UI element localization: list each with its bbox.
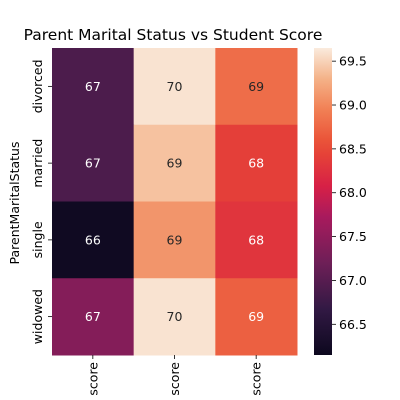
colorbar-tick-label: 69.5 [339,54,367,69]
column-tick-label: score [249,362,264,396]
column-tick-label: score [85,362,100,396]
cell-value-label: 70 [167,79,183,94]
cell-value-label: 69 [167,156,183,171]
cell-value-label: 66 [85,232,101,247]
heatmap-cell [133,48,216,126]
colorbar-tick-label: 68.0 [339,185,367,200]
column-tick-label: score [167,362,182,396]
heatmap-cell [52,124,135,202]
row-tick-label: divorced [30,59,45,113]
chart-title: Parent Marital Status vs Student Score [24,26,323,44]
row-tick-label: widowed [30,289,45,344]
cell-value-label: 67 [85,309,101,324]
cell-value-label: 67 [85,156,101,171]
heatmap-cell [215,278,298,356]
heatmap-cell [52,48,135,126]
row-tick-label: married [30,139,45,188]
heatmap-cell [133,201,216,279]
colorbar-tick-label: 67.5 [339,229,367,244]
colorbar-tick-label: 68.5 [339,141,367,156]
colorbar-tick-label: 69.0 [339,98,367,113]
cell-value-label: 69 [248,79,264,94]
heatmap-cell [215,201,298,279]
row-tick-labels: divorced married single widowed [30,59,52,344]
colorbar: 66.5 67.0 67.5 68.0 68.5 69.0 69.5 [314,48,367,355]
heatmap-cell [52,201,135,279]
y-axis-label: ParentMaritalStatus [7,142,22,265]
row-tick-label: single [30,221,45,258]
colorbar-tick-label: 66.5 [339,317,367,332]
cell-value-label: 69 [167,232,183,247]
column-tick-labels: score score score [85,355,264,396]
colorbar-tick-label: 67.0 [339,273,367,288]
cell-value-label: 68 [248,232,264,247]
heatmap-cell [133,124,216,202]
cell-value-label: 67 [85,79,101,94]
heatmap-cell [215,48,298,126]
cell-value-label: 69 [248,309,264,324]
cell-value-label: 70 [167,309,183,324]
cell-value-label: 68 [248,156,264,171]
colorbar-gradient [314,48,332,355]
heatmap-cells: 67 70 69 67 69 68 66 69 68 67 70 69 [52,48,298,356]
heatmap-cell [52,278,135,356]
heatmap-cell [215,124,298,202]
heatmap-cell [133,278,216,356]
